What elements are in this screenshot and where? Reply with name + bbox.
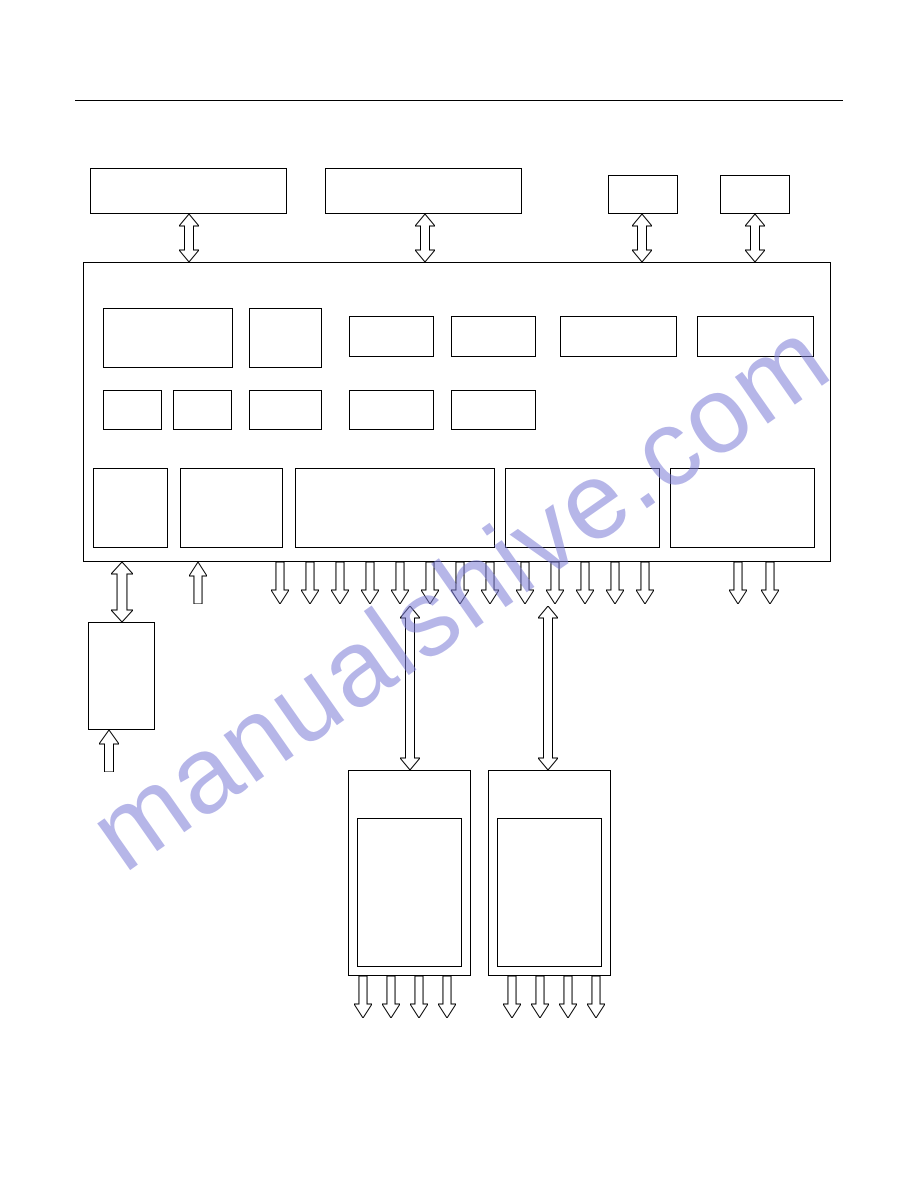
unit-inner-unit-b [497, 818, 602, 967]
row3-box-r3-3 [295, 468, 495, 548]
row2-box-r2-5 [451, 390, 536, 430]
row1-box-r1-4 [451, 316, 536, 357]
down-arrow-unit-b-1 [531, 976, 549, 1018]
row2-box-r2-1 [103, 390, 162, 430]
down-arrow-main-11 [606, 562, 624, 604]
down-arrow-main-6 [451, 562, 469, 604]
down-arrow-main-2 [331, 562, 349, 604]
down-arrow-unit-a-2 [410, 976, 428, 1018]
top-box-top-2 [325, 168, 522, 214]
down-arrow-unit-a-1 [382, 976, 400, 1018]
down-arrow-main-10 [576, 562, 594, 604]
row3-box-r3-2 [180, 468, 283, 548]
down-arrow-main-9 [546, 562, 564, 604]
double-arrow-top-1 [415, 214, 435, 262]
row1-box-r1-5 [560, 316, 677, 357]
down-arrow-main-7 [481, 562, 499, 604]
row1-box-r1-6 [697, 316, 814, 357]
row1-box-r1-1 [103, 308, 233, 368]
double-arrow-top-0 [179, 214, 199, 262]
down-arrow-main-12 [636, 562, 654, 604]
row3-box-r3-1 [93, 468, 168, 548]
down-arrow-main-3 [361, 562, 379, 604]
row3-box-r3-5 [670, 468, 815, 548]
row2-box-r2-3 [249, 390, 322, 430]
down-arrow-unit-a-0 [354, 976, 372, 1018]
double-arrow-top-2 [632, 214, 652, 262]
top-box-top-3 [608, 175, 678, 214]
down-arrow-main-14 [761, 562, 779, 604]
row3-box-r3-4 [505, 468, 660, 548]
header-rule [75, 100, 843, 101]
double-arrow-unit-1 [538, 606, 558, 770]
down-arrow-unit-b-3 [587, 976, 605, 1018]
double-arrow-left-stack [111, 562, 133, 622]
row1-box-r1-3 [349, 316, 434, 357]
down-arrow-main-5 [421, 562, 439, 604]
double-arrow-top-3 [745, 214, 765, 262]
double-arrow-unit-0 [400, 606, 420, 770]
up-arrow-row3 [189, 562, 207, 604]
top-box-top-1 [90, 168, 287, 214]
down-arrow-unit-b-0 [503, 976, 521, 1018]
down-arrow-unit-a-3 [438, 976, 456, 1018]
down-arrow-main-8 [516, 562, 534, 604]
left-stack-box [88, 622, 155, 730]
row1-box-r1-2 [249, 308, 322, 368]
down-arrow-main-0 [271, 562, 289, 604]
row2-box-r2-2 [173, 390, 232, 430]
down-arrow-main-1 [301, 562, 319, 604]
unit-inner-unit-a [357, 818, 462, 967]
row2-box-r2-4 [349, 390, 434, 430]
down-arrow-main-4 [391, 562, 409, 604]
down-arrow-unit-b-2 [559, 976, 577, 1018]
down-arrow-main-13 [729, 562, 747, 604]
up-arrow-left-stack-input [99, 730, 119, 772]
top-box-top-4 [720, 175, 790, 214]
